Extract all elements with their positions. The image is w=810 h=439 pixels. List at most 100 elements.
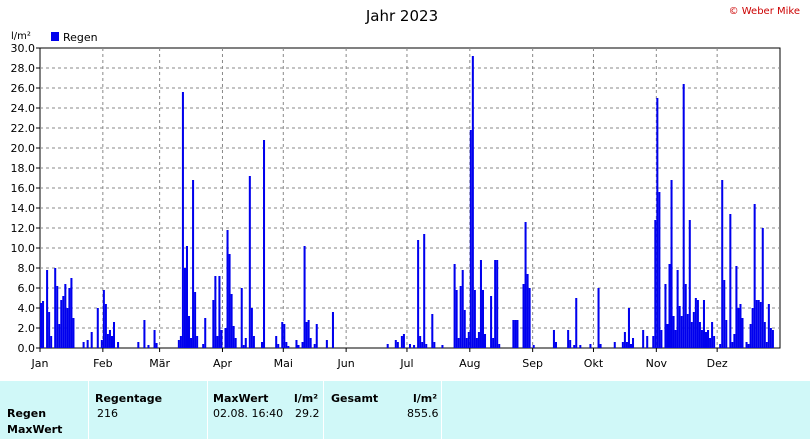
y-tick-label: 6.0 [18,282,36,295]
y-tick-label: 8.0 [18,262,36,275]
bar-regen [402,334,405,348]
bar-regen [212,300,215,348]
y-tick-label: 26.0 [11,82,36,95]
bar-regen [244,338,247,348]
bar-regen [433,342,436,348]
regentage-value: 216 [97,407,118,420]
bar-regen [303,246,306,348]
x-tick-label: Feb [93,357,112,370]
y-tick-label: 28.0 [11,62,36,75]
bar-regen [315,324,318,348]
x-tick-label: Jan [31,357,49,370]
bar-regen [471,56,474,348]
bar-regen [216,336,219,348]
bar-regen [224,328,227,348]
bar-regen [688,220,691,348]
bar-regen [277,344,280,348]
bar-regen [230,294,233,348]
bar-regen [625,342,628,348]
bar-regen [479,260,482,348]
bar-regen [646,336,649,348]
bar-regen [522,284,525,348]
bar-regen [632,338,635,348]
bar-regen [48,312,51,348]
bar-regen [106,334,109,348]
gesamt-unit: l/m² [413,392,438,405]
bar-regen [613,342,616,348]
bar-series-regen [40,56,774,348]
bar-regen [629,344,632,348]
y-tick-label: 14.0 [11,202,36,215]
bar-regen [652,336,655,348]
rain-chart: 0.0 2.0 4.0 6.0 8.0 10.0 12.0 14.0 16.0 18.0 20.0 2… [11,6,801,370]
bar-regen [753,204,756,348]
bar-regen [532,345,535,348]
y-tick-label: 30.0 [11,42,36,55]
bar-regen [579,345,582,348]
bar-regen [190,338,193,348]
bar-regen [325,340,328,348]
y-tick-label: 24.0 [11,102,36,115]
bar-regen [660,330,663,348]
x-axis-ticks: Jan Feb Mär Apr Mai Jun Jul Aug Sep Okt Nov Dez [31,348,728,370]
bar-regen [696,300,699,348]
x-tick-label: Jul [399,357,413,370]
maxwert-value: 29.2 [295,407,320,420]
bar-regen [143,320,146,348]
bar-regen [283,324,286,348]
bar-regen [214,276,217,348]
bar-regen [263,140,266,348]
bar-regen [68,288,71,348]
x-tick-label: Nov [646,357,668,370]
bar-regen [757,300,760,348]
bar-regen [461,270,464,348]
bar-regen [281,322,284,348]
bar-regen [670,180,673,348]
x-tick-label: Jun [337,357,355,370]
bar-regen [739,304,742,348]
bar-regen [459,286,462,348]
x-tick-label: Apr [213,357,233,370]
y-tick-label: 22.0 [11,122,36,135]
maxwert-date: 02.08. 16:40 [213,407,284,420]
bar-regen [110,336,113,348]
bar-regen [719,344,722,348]
bar-regen [678,306,681,348]
x-tick-label: Mai [274,357,293,370]
bar-regen [419,336,422,348]
bar-regen [761,228,764,348]
grid-lines [40,48,780,348]
bar-regen [755,300,758,348]
bar-regen [457,338,460,348]
stats-divider [323,381,324,439]
bar-regen [287,346,290,348]
bar-regen [481,290,484,348]
bar-regen [723,280,726,348]
row-label-maxwert: MaxWert [7,423,63,436]
bar-regen [467,332,470,348]
bar-regen [400,336,403,348]
col-header-maxwert: MaxWert [213,392,269,405]
bar-regen [623,332,626,348]
bar-regen [700,330,703,348]
bar-regen [96,308,99,348]
x-tick-label: Sep [522,357,543,370]
legend-swatch-regen [51,32,59,41]
bar-regen [463,310,466,348]
bar-regen [769,328,772,348]
bar-regen [413,345,416,348]
y-tick-label: 0.0 [18,342,36,355]
bar-regen [228,254,231,348]
bar-regen [453,264,456,348]
bar-regen [431,314,434,348]
bar-regen [252,336,255,348]
bar-regen [183,268,186,348]
bar-regen [680,316,683,348]
bar-regen [153,330,156,348]
bar-regen [70,278,73,348]
bar-regen [40,303,43,348]
bar-regen [100,340,103,348]
bar-regen [423,234,426,348]
bar-regen [185,246,188,348]
bar-regen [181,92,184,348]
